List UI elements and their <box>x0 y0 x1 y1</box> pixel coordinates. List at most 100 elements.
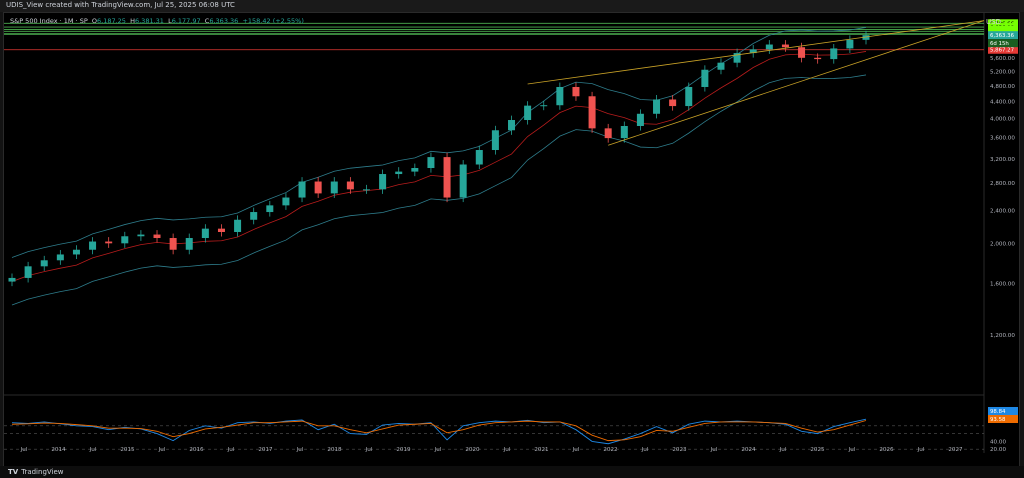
candle-body <box>121 236 129 244</box>
moving-average <box>11 51 867 282</box>
x-tick-label: 2015 <box>120 447 135 453</box>
x-tick-label: 2018 <box>327 447 342 453</box>
x-tick-label: 2024 <box>741 447 756 453</box>
lower-trendline <box>608 20 985 146</box>
y-tick-label: 5,200.00 <box>990 69 1015 75</box>
candle-body <box>169 238 177 250</box>
countdown-bg <box>988 39 1018 48</box>
change-value: +158.42 (+2.55%) <box>242 17 304 25</box>
candle-body <box>717 62 725 70</box>
candle-body <box>105 241 113 244</box>
y-tick-label: 4,800.00 <box>990 84 1015 90</box>
caption-text: UDIS_View created with TradingView.com, … <box>6 1 235 9</box>
low-label: L <box>168 17 172 25</box>
upper-trendline <box>527 20 985 85</box>
close-label: C <box>204 17 210 25</box>
candle-body <box>266 205 274 213</box>
candle-body <box>653 99 661 114</box>
candle-body <box>8 277 16 282</box>
candle-body <box>749 49 757 54</box>
x-tick-label: Jul <box>917 447 925 453</box>
candle-body <box>314 181 322 194</box>
candle-body <box>814 57 822 60</box>
candle-body <box>781 44 789 48</box>
candle-body <box>40 260 48 267</box>
candle-body <box>201 228 209 239</box>
rsi-value-label: 93.58 <box>990 417 1006 423</box>
high-label: H <box>130 17 135 25</box>
candle-body <box>282 197 290 206</box>
y-tick-label: 1,200.00 <box>990 333 1015 339</box>
open-value: 6,187.25 <box>97 17 126 25</box>
x-tick-label: 2026 <box>879 447 894 453</box>
footer-bar: 𝗧𝗩 TradingView <box>0 466 1024 478</box>
y-tick-label: 2,800.00 <box>990 181 1015 187</box>
low-value: 6,177.97 <box>171 17 201 25</box>
rsi-tick-label: 20.00 <box>990 447 1006 453</box>
x-tick-label: 2021 <box>534 447 549 453</box>
x-tick-label: Jul <box>641 447 649 453</box>
support-label-bg <box>988 45 1018 54</box>
y-tick-label: 3,200.00 <box>990 157 1015 163</box>
tradingview-logo[interactable]: 𝗧𝗩 TradingView <box>8 468 64 476</box>
x-tick-label: 2022 <box>603 447 617 453</box>
candle-body <box>620 125 628 139</box>
candle-body <box>330 181 338 194</box>
x-tick-label: 2025 <box>810 447 825 453</box>
candle-body <box>475 150 483 165</box>
price-chart[interactable]: 1,200.00 1,600.00 2,000.00 2,400.00 2,800.00… <box>4 13 1021 469</box>
x-tick-label: 2023 <box>672 447 687 453</box>
candle-body <box>765 44 773 50</box>
candle-body <box>524 105 532 121</box>
candle-body <box>427 157 435 169</box>
x-tick-label: Jul <box>434 447 442 453</box>
y-tick-label: 4,400.00 <box>990 100 1015 106</box>
y-tick-label: 1,600.00 <box>990 281 1015 287</box>
y-tick-label: 4,000.00 <box>990 117 1015 123</box>
rsi-line <box>11 418 867 445</box>
rsi-tick-label: 40.00 <box>990 439 1006 445</box>
rsi-value-bg <box>988 415 1018 423</box>
candle-body <box>540 105 548 107</box>
candle-body <box>508 120 516 131</box>
candle-body <box>379 174 387 190</box>
candle-body <box>346 181 354 190</box>
candle-body <box>733 53 741 63</box>
x-tick-label: Jul <box>710 447 718 453</box>
open-label: O <box>91 17 97 25</box>
currency-label[interactable]: USD <box>986 18 1001 26</box>
x-tick-label: 2019 <box>396 447 411 453</box>
candle-body <box>862 35 870 40</box>
x-tick-label: 2027 <box>948 447 963 453</box>
candle-body <box>153 234 161 239</box>
tv-logo-icon: 𝗧𝗩 <box>8 468 19 476</box>
support-label: 5,867.27 <box>990 48 1014 54</box>
candle-body <box>362 189 370 191</box>
candle-body <box>137 234 145 237</box>
x-tick-label: Jul <box>503 447 511 453</box>
candle-body <box>24 266 32 278</box>
upper-band <box>11 27 867 258</box>
x-tick-label: Jul <box>848 447 856 453</box>
x-tick-label: 2014 <box>51 447 66 453</box>
x-tick-label: Jul <box>779 447 787 453</box>
x-tick-label: Jul <box>572 447 580 453</box>
candle-body <box>572 86 580 97</box>
candle-body <box>185 238 193 250</box>
close-value: 6,363.36 <box>209 17 239 25</box>
candle-body <box>395 171 403 175</box>
candle-body <box>72 249 80 255</box>
symbol-label: S&P 500 Index · 1M · SP <box>10 17 88 25</box>
candle-body <box>217 228 225 233</box>
candle-body <box>234 219 242 233</box>
high-value: 6,381.31 <box>134 17 164 25</box>
chart-frame[interactable]: 1,200.00 1,600.00 2,000.00 2,400.00 2,800.00… <box>3 12 1020 468</box>
candle-body <box>411 168 419 172</box>
candle-body <box>830 48 838 60</box>
last-price-bg <box>988 31 1018 40</box>
candle-body <box>588 96 596 129</box>
candle-body <box>846 39 854 49</box>
x-tick-label: Jul <box>89 447 97 453</box>
y-tick-label: 3,600.00 <box>990 136 1015 142</box>
candle-body <box>459 164 467 198</box>
